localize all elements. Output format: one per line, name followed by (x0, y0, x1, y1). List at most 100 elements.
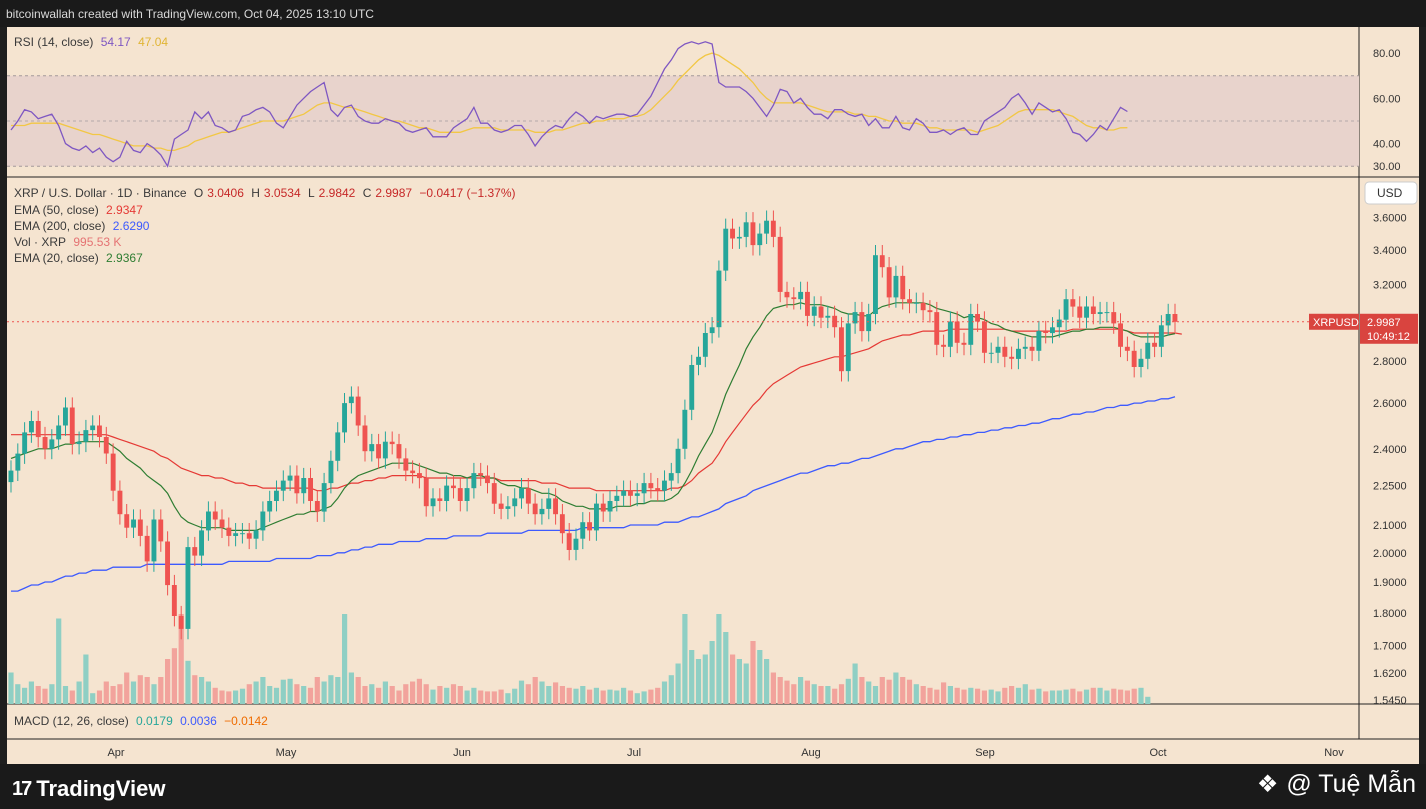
candle-body (1131, 350, 1137, 367)
candle-body (478, 473, 484, 476)
candle-body (1165, 314, 1171, 326)
candle-body (968, 314, 974, 345)
candle-body (777, 236, 783, 292)
candle-body (600, 503, 606, 512)
volume-bar (226, 691, 232, 704)
volume-bar (689, 650, 695, 704)
chart-svg[interactable]: 80.00 60.00 40.00 30.00 3.6000 3.4000 3.2000 2.… (7, 27, 1419, 764)
volume-bar (1090, 687, 1096, 704)
volume-bar (614, 690, 620, 704)
time-axis-label: Apr (107, 747, 124, 759)
candle-body (389, 441, 395, 445)
volume-bar (607, 689, 613, 704)
candle-body (1009, 356, 1015, 359)
volume-bar (144, 677, 150, 704)
price-axis-tick-label: 3.2000 (1373, 280, 1407, 292)
candle-body (29, 421, 34, 433)
volume-bar (702, 654, 708, 704)
volume-bar (988, 689, 994, 704)
candle-body (49, 439, 55, 449)
candle-body (485, 475, 490, 484)
volume-bar (641, 691, 647, 704)
candle-body (362, 425, 368, 452)
ema50-label: EMA (50, close) (14, 203, 99, 217)
volume-bar (961, 689, 967, 704)
volume-bar (954, 687, 960, 704)
author-credit-text: @ Tuệ Mẫn (1286, 770, 1416, 798)
volume-bar (130, 681, 137, 704)
candle-body (233, 533, 239, 536)
volume-bar (1002, 687, 1008, 704)
ohlc-open-value: 3.0406 (207, 186, 244, 200)
volume-bar (682, 614, 688, 704)
volume-bar (716, 614, 722, 704)
volume-bar (69, 690, 75, 704)
price-axis-tick-label: 3.6000 (1373, 213, 1407, 225)
candle-body (913, 302, 919, 304)
volume-bar (410, 681, 416, 704)
currency-box (1364, 181, 1418, 205)
candle-body (1022, 346, 1028, 349)
candle-body (634, 493, 640, 496)
time-axis-label: Jun (453, 747, 471, 759)
volume-bar (246, 684, 252, 704)
candle-body (192, 547, 198, 556)
volume-bar (49, 684, 55, 704)
candle-body (158, 519, 164, 542)
volume-bar (947, 686, 953, 704)
candle-body (628, 490, 633, 496)
price-axis-tick-label: 2.0000 (1373, 548, 1407, 560)
volume-bar (764, 659, 770, 704)
volume-bar (430, 689, 436, 704)
volume-bar (491, 691, 497, 704)
ema20-legend: EMA (20, close) 2.9367 (14, 251, 147, 265)
volume-bar (76, 681, 82, 704)
candle-body (471, 473, 477, 489)
top-bar: bitcoinwallah created with TradingView.c… (0, 0, 1426, 27)
tradingview-logo[interactable]: 17 TradingView (12, 776, 165, 802)
ema20-label: EMA (20, close) (14, 251, 99, 265)
volume-bar (736, 659, 742, 704)
volume-bar (355, 677, 361, 704)
candle-body (553, 498, 558, 515)
macd-signal: 0.0036 (180, 714, 217, 728)
macd-hist: −0.0142 (224, 714, 268, 728)
volume-bar (1083, 689, 1090, 704)
candle-body (995, 346, 1001, 353)
chart-area[interactable]: 80.00 60.00 40.00 30.00 3.6000 3.4000 3.2000 2.… (7, 27, 1419, 764)
candle-body (1104, 312, 1110, 314)
candle-body (464, 488, 470, 501)
volume-bar (981, 690, 987, 704)
candle-body (267, 501, 273, 512)
attribution-text: bitcoinwallah created with TradingView.c… (6, 7, 374, 21)
volume-bar (709, 641, 715, 704)
time-axis-label: May (276, 747, 297, 759)
volume-bar (110, 686, 116, 704)
price-axis-tick-label: 2.1000 (1373, 520, 1407, 532)
candle-body (594, 503, 599, 531)
candle-body (76, 441, 82, 445)
ohlc-change: −0.0417 (−1.37%) (419, 186, 516, 200)
candle-body (1056, 319, 1062, 328)
volume-bar (900, 677, 906, 704)
volume-bar (376, 687, 382, 704)
volume-bar (838, 684, 845, 704)
volume-bar (668, 675, 674, 704)
volume-bar (627, 690, 634, 704)
volume-bar (518, 680, 525, 704)
price-axis-tick-label: 1.5450 (1373, 695, 1407, 707)
ema200-line (11, 396, 1176, 592)
candle-body (423, 478, 429, 507)
candle-body (117, 490, 123, 515)
candle-body (185, 547, 191, 629)
candle-body (587, 522, 592, 531)
volume-bar (35, 686, 41, 704)
macd-label: MACD (12, 26, close) (14, 714, 129, 728)
volume-bar (648, 689, 654, 704)
binance-diamond-icon: ❖ (1256, 771, 1279, 798)
candle-body (63, 407, 68, 426)
candle-body (274, 490, 279, 501)
ohlc-high: H 3.0534 (251, 186, 300, 200)
volume-bar (321, 681, 327, 704)
candle-body (335, 432, 341, 461)
